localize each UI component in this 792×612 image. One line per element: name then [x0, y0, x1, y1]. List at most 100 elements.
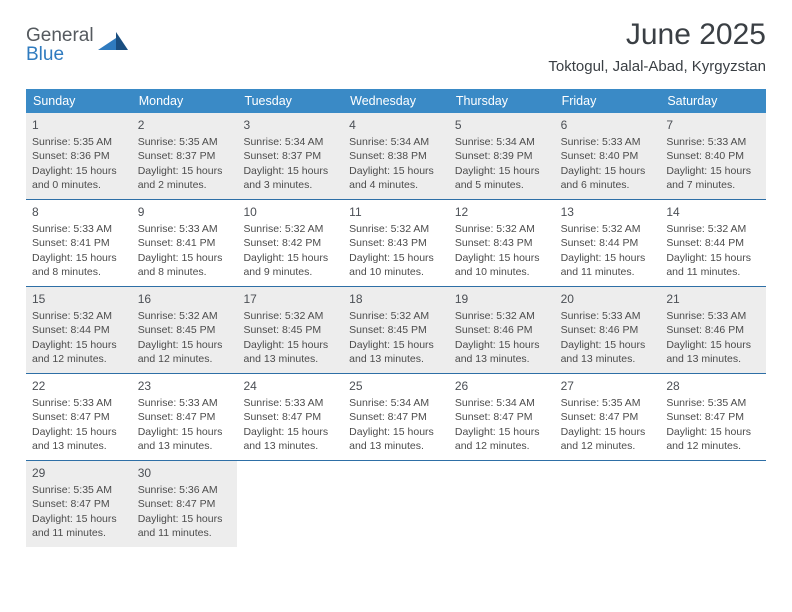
sunset-line: Sunset: 8:36 PM [32, 149, 126, 163]
weekday-header: Monday [132, 89, 238, 113]
sunrise-line: Sunrise: 5:32 AM [455, 309, 549, 323]
calendar-week: 22Sunrise: 5:33 AMSunset: 8:47 PMDayligh… [26, 374, 766, 461]
weekday-header: Saturday [660, 89, 766, 113]
daylight-line: Daylight: 15 hours and 12 minutes. [138, 338, 232, 366]
sunset-line: Sunset: 8:47 PM [32, 497, 126, 511]
sunrise-line: Sunrise: 5:33 AM [32, 222, 126, 236]
sunrise-line: Sunrise: 5:34 AM [243, 135, 337, 149]
daylight-line: Daylight: 15 hours and 13 minutes. [455, 338, 549, 366]
daylight-line: Daylight: 15 hours and 11 minutes. [666, 251, 760, 279]
daylight-line: Daylight: 15 hours and 8 minutes. [138, 251, 232, 279]
daylight-line: Daylight: 15 hours and 12 minutes. [455, 425, 549, 453]
daylight-line: Daylight: 15 hours and 12 minutes. [666, 425, 760, 453]
day-number: 17 [243, 291, 337, 307]
day-number: 21 [666, 291, 760, 307]
daylight-line: Daylight: 15 hours and 13 minutes. [138, 425, 232, 453]
sunrise-line: Sunrise: 5:32 AM [349, 222, 443, 236]
calendar-day: 29Sunrise: 5:35 AMSunset: 8:47 PMDayligh… [26, 461, 132, 547]
sunset-line: Sunset: 8:43 PM [349, 236, 443, 250]
day-number: 4 [349, 117, 443, 133]
day-number: 20 [561, 291, 655, 307]
daylight-line: Daylight: 15 hours and 9 minutes. [243, 251, 337, 279]
calendar-day: 16 Sunrise: 5:32 AMSunset: 8:45 PMDayligh… [132, 287, 238, 373]
sunrise-line: Sunrise: 5:33 AM [666, 309, 760, 323]
sunset-line: Sunset: 8:47 PM [138, 410, 232, 424]
calendar-week: 8Sunrise: 5:33 AMSunset: 8:41 PMDaylight… [26, 200, 766, 287]
logo: General Blue [26, 18, 128, 64]
sunset-line: Sunset: 8:37 PM [138, 149, 232, 163]
sunset-line: Sunset: 8:39 PM [455, 149, 549, 163]
sunrise-line: Sunrise: 5:32 AM [32, 309, 126, 323]
sunrise-line: Sunrise: 5:34 AM [349, 396, 443, 410]
weekday-header: Thursday [449, 89, 555, 113]
sunset-line: Sunset: 8:45 PM [138, 323, 232, 337]
sunset-line: Sunset: 8:47 PM [349, 410, 443, 424]
day-number: 11 [349, 204, 443, 220]
sunrise-line: Sunrise: 5:33 AM [561, 135, 655, 149]
calendar-week: 1Sunrise: 5:35 AMSunset: 8:36 PMDaylight… [26, 113, 766, 200]
daylight-line: Daylight: 15 hours and 13 minutes. [243, 338, 337, 366]
day-number: 1 [32, 117, 126, 133]
calendar: SundayMondayTuesdayWednesdayThursdayFrid… [26, 89, 766, 547]
daylight-line: Daylight: 15 hours and 3 minutes. [243, 164, 337, 192]
sunrise-line: Sunrise: 5:33 AM [32, 396, 126, 410]
calendar-day [449, 461, 555, 547]
daylight-line: Daylight: 15 hours and 13 minutes. [561, 338, 655, 366]
weekday-header: Wednesday [343, 89, 449, 113]
day-number: 27 [561, 378, 655, 394]
daylight-line: Daylight: 15 hours and 7 minutes. [666, 164, 760, 192]
day-number: 29 [32, 465, 126, 481]
sunset-line: Sunset: 8:46 PM [455, 323, 549, 337]
day-number: 24 [243, 378, 337, 394]
calendar-day: 4Sunrise: 5:34 AMSunset: 8:38 PMDaylight… [343, 113, 449, 199]
calendar-week: 29Sunrise: 5:35 AMSunset: 8:47 PMDayligh… [26, 461, 766, 547]
sunrise-line: Sunrise: 5:32 AM [138, 309, 232, 323]
calendar-day: 6Sunrise: 5:33 AMSunset: 8:40 PMDaylight… [555, 113, 661, 199]
daylight-line: Daylight: 15 hours and 6 minutes. [561, 164, 655, 192]
daylight-line: Daylight: 15 hours and 12 minutes. [561, 425, 655, 453]
sunrise-line: Sunrise: 5:35 AM [32, 135, 126, 149]
day-number: 18 [349, 291, 443, 307]
sunrise-line: Sunrise: 5:34 AM [455, 135, 549, 149]
weekday-header-row: SundayMondayTuesdayWednesdayThursdayFrid… [26, 89, 766, 113]
sunset-line: Sunset: 8:40 PM [666, 149, 760, 163]
sunrise-line: Sunrise: 5:35 AM [32, 483, 126, 497]
sunrise-line: Sunrise: 5:35 AM [666, 396, 760, 410]
sunrise-line: Sunrise: 5:35 AM [138, 135, 232, 149]
sunrise-line: Sunrise: 5:33 AM [138, 396, 232, 410]
day-number: 9 [138, 204, 232, 220]
calendar-day: 8Sunrise: 5:33 AMSunset: 8:41 PMDaylight… [26, 200, 132, 286]
day-number: 23 [138, 378, 232, 394]
sunset-line: Sunset: 8:46 PM [561, 323, 655, 337]
sunset-line: Sunset: 8:42 PM [243, 236, 337, 250]
calendar-day: 21Sunrise: 5:33 AMSunset: 8:46 PMDayligh… [660, 287, 766, 373]
daylight-line: Daylight: 15 hours and 4 minutes. [349, 164, 443, 192]
day-number: 14 [666, 204, 760, 220]
weekday-header: Tuesday [237, 89, 343, 113]
day-number: 5 [455, 117, 549, 133]
daylight-line: Daylight: 15 hours and 13 minutes. [666, 338, 760, 366]
day-number: 2 [138, 117, 232, 133]
sunset-line: Sunset: 8:47 PM [32, 410, 126, 424]
logo-mark-icon [98, 32, 128, 59]
day-number: 13 [561, 204, 655, 220]
day-number: 16 [138, 291, 232, 307]
weekday-header: Friday [555, 89, 661, 113]
sunrise-line: Sunrise: 5:36 AM [138, 483, 232, 497]
daylight-line: Daylight: 15 hours and 10 minutes. [455, 251, 549, 279]
sunset-line: Sunset: 8:47 PM [666, 410, 760, 424]
sunrise-line: Sunrise: 5:34 AM [349, 135, 443, 149]
calendar-day: 28 Sunrise: 5:35 AMSunset: 8:47 PMDayligh… [660, 374, 766, 460]
calendar-day: 2 Sunrise: 5:35 AMSunset: 8:37 PMDaylight… [132, 113, 238, 199]
month-title: June 2025 [548, 18, 766, 52]
daylight-line: Daylight: 15 hours and 2 minutes. [138, 164, 232, 192]
sunrise-line: Sunrise: 5:33 AM [138, 222, 232, 236]
daylight-line: Daylight: 15 hours and 12 minutes. [32, 338, 126, 366]
logo-text-bottom: Blue [26, 45, 94, 64]
daylight-line: Daylight: 15 hours and 13 minutes. [349, 425, 443, 453]
sunrise-line: Sunrise: 5:32 AM [455, 222, 549, 236]
sunset-line: Sunset: 8:43 PM [455, 236, 549, 250]
day-number: 28 [666, 378, 760, 394]
calendar-day: 7Sunrise: 5:33 AMSunset: 8:40 PMDaylight… [660, 113, 766, 199]
sunset-line: Sunset: 8:40 PM [561, 149, 655, 163]
